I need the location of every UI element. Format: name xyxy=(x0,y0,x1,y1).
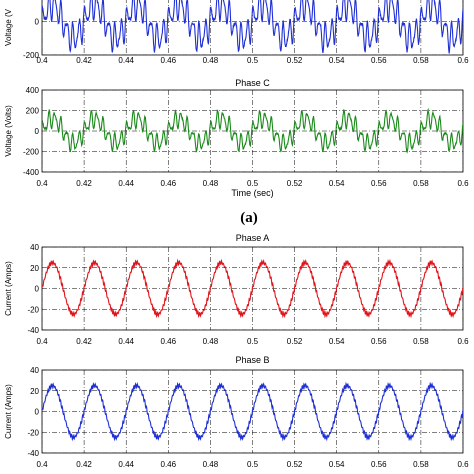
x-tick-label: 0.58 xyxy=(413,337,429,346)
series-line-voltage-phase-b-partial xyxy=(42,0,463,54)
x-tick-label: 0.42 xyxy=(76,179,92,188)
y-axis-label: Voltage (Volts) xyxy=(4,105,13,157)
x-tick-label: 0.44 xyxy=(118,337,134,346)
x-tick-label: 0.42 xyxy=(76,337,92,346)
y-tick-label: -200 xyxy=(23,51,40,60)
y-axis-label: Current (Amps) xyxy=(4,261,13,316)
x-tick-label: 0.46 xyxy=(161,337,177,346)
x-tick-label: 0.48 xyxy=(203,56,219,65)
x-tick-label: 0.54 xyxy=(329,337,345,346)
panel-voltage-phase-c: 0.4 0.42 0.44 0.46 0.48 0.5 0.52 0.54 0.56 0.58 0.… xyxy=(4,78,469,198)
x-tick-label: 0.54 xyxy=(329,179,345,188)
panel-title: Phase B xyxy=(235,355,269,365)
y-tick-label: -20 xyxy=(27,428,39,437)
x-tick-label: 0.44 xyxy=(118,460,134,469)
y-axis-label: Current (Amps) xyxy=(4,384,13,439)
x-tick-label: 0.56 xyxy=(371,56,387,65)
x-tick-label: 0.5 xyxy=(247,56,259,65)
x-tick-label: 0.54 xyxy=(329,56,345,65)
y-axis-label: Voltage (V xyxy=(4,8,13,46)
x-tick-label: 0.58 xyxy=(413,179,429,188)
x-tick-label: 0.6 xyxy=(457,56,469,65)
x-tick-label: 0.56 xyxy=(371,179,387,188)
x-tick-label: 0.48 xyxy=(203,337,219,346)
x-tick-label: 0.46 xyxy=(161,56,177,65)
y-tick-label: 0 xyxy=(35,18,40,27)
y-tick-label: 200 xyxy=(26,107,40,116)
y-tick-label: 40 xyxy=(30,243,39,252)
y-tick-label: 20 xyxy=(30,387,39,396)
panel-current-phase-a: 0.4 0.42 0.44 0.46 0.48 0.5 0.52 0.54 0.56 0.58 0.… xyxy=(4,233,469,346)
grid xyxy=(42,0,463,55)
x-tick-label: 0.42 xyxy=(76,56,92,65)
x-tick-label: 0.58 xyxy=(413,460,429,469)
panel-current-phase-b: 0.4 0.42 0.44 0.46 0.48 0.5 0.52 0.54 0.56 0.58 0.… xyxy=(4,355,469,469)
x-tick-label: 0.6 xyxy=(457,179,469,188)
x-axis-label: Time (sec) xyxy=(231,188,273,198)
y-tick-label: -40 xyxy=(27,449,39,458)
y-tick-label: 0 xyxy=(35,127,40,136)
x-tick-label: 0.46 xyxy=(161,460,177,469)
series-line-voltage-phase-c xyxy=(42,107,463,154)
x-tick-label: 0.52 xyxy=(287,56,303,65)
x-tick-label: 0.6 xyxy=(457,337,469,346)
y-tick-label: 0 xyxy=(35,408,40,417)
x-tick-label: 0.42 xyxy=(76,460,92,469)
x-tick-label: 0.52 xyxy=(287,337,303,346)
series-line-current-phase-a xyxy=(42,258,463,319)
y-tick-label: 20 xyxy=(30,264,39,273)
panel-title: Phase C xyxy=(235,78,270,88)
series-line-current-phase-b xyxy=(42,381,463,442)
x-tick-label: 0.48 xyxy=(203,179,219,188)
y-tick-label: 0 xyxy=(35,285,40,294)
y-tick-label: -20 xyxy=(27,305,39,314)
panel-voltage-phase-b-partial: 0.4 0.42 0.44 0.46 0.48 0.5 0.52 0.54 0.56 0.58 0.… xyxy=(4,0,469,65)
grid xyxy=(42,90,463,172)
x-tick-label: 0.56 xyxy=(371,337,387,346)
y-tick-label: -40 xyxy=(27,326,39,335)
panel-title: Phase A xyxy=(236,233,270,243)
y-tick-label: 400 xyxy=(26,86,40,95)
y-tick-label: 40 xyxy=(30,366,39,375)
x-tick-label: 0.56 xyxy=(371,460,387,469)
x-tick-label: 0.48 xyxy=(203,460,219,469)
x-tick-label: 0.52 xyxy=(287,460,303,469)
y-tick-label: -200 xyxy=(23,148,40,157)
x-tick-label: 0.4 xyxy=(36,460,48,469)
x-tick-label: 0.5 xyxy=(247,337,259,346)
y-tick-label: -400 xyxy=(23,168,40,177)
x-tick-label: 0.46 xyxy=(161,179,177,188)
x-tick-label: 0.4 xyxy=(36,337,48,346)
x-tick-label: 0.54 xyxy=(329,460,345,469)
x-tick-label: 0.58 xyxy=(413,56,429,65)
x-tick-label: 0.4 xyxy=(36,179,48,188)
x-tick-label: 0.6 xyxy=(457,460,469,469)
x-tick-label: 0.52 xyxy=(287,179,303,188)
subfigure-label: (a) xyxy=(240,210,258,226)
x-tick-label: 0.44 xyxy=(118,179,134,188)
x-tick-label: 0.44 xyxy=(118,56,134,65)
x-tick-label: 0.5 xyxy=(247,460,259,469)
x-tick-label: 0.4 xyxy=(36,56,48,65)
x-tick-label: 0.5 xyxy=(247,179,259,188)
